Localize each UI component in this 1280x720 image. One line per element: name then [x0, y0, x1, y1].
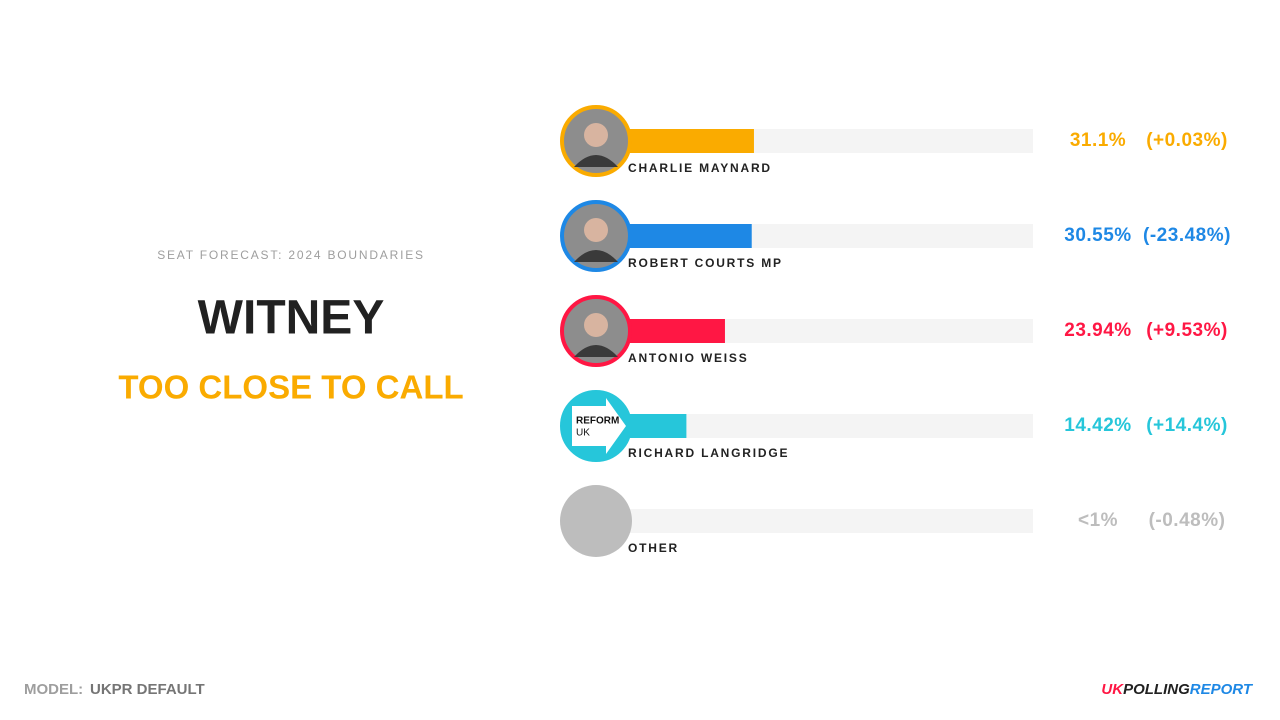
value-label: 31.1%	[1070, 130, 1126, 151]
avatar-head	[584, 218, 608, 242]
brand: UKPOLLINGREPORT	[1101, 681, 1253, 698]
logo-text: UK	[576, 428, 590, 439]
bar	[628, 414, 687, 438]
model-name: UKPR DEFAULT	[90, 681, 205, 698]
bars: CHARLIE MAYNARD 31.1% (+0.03%) ROBERT COURT…	[560, 105, 1231, 557]
brand-uk: UK	[1101, 681, 1124, 698]
avatar-body	[574, 250, 618, 262]
candidate-name: OTHER	[628, 541, 679, 555]
bar	[628, 224, 752, 248]
logo-text: REFORM	[576, 416, 619, 427]
avatar-body	[574, 155, 618, 167]
status: TOO CLOSE TO CALL	[118, 369, 463, 406]
candidate-name: RICHARD LANGRIDGE	[628, 446, 789, 460]
value-label: <1%	[1078, 510, 1118, 531]
candidate-name: CHARLIE MAYNARD	[628, 161, 772, 175]
brand-report: REPORT	[1190, 681, 1254, 698]
bar	[628, 319, 725, 343]
change-label: (+9.53%)	[1146, 320, 1228, 341]
candidate-name: ROBERT COURTS MP	[628, 256, 783, 270]
logo-arrow	[572, 398, 626, 454]
bar-track	[628, 414, 1033, 438]
change-label: (+14.4%)	[1146, 415, 1228, 436]
kicker: SEAT FORECAST: 2024 BOUNDARIES	[157, 248, 425, 262]
model-label: MODEL:	[24, 681, 83, 698]
avatar-body	[574, 345, 618, 357]
value-label: 30.55%	[1064, 225, 1131, 246]
brand-polling: POLLING	[1123, 681, 1190, 698]
change-label: (-0.48%)	[1149, 510, 1226, 531]
bar-track	[628, 509, 1033, 533]
candidate-avatar	[560, 485, 632, 557]
change-label: (+0.03%)	[1146, 130, 1228, 151]
avatar-head	[584, 123, 608, 147]
value-label: 23.94%	[1064, 320, 1131, 341]
value-label: 14.42%	[1064, 415, 1131, 436]
avatar-head	[584, 313, 608, 337]
bar	[628, 129, 754, 153]
seat-name: WITNEY	[198, 292, 385, 345]
candidate-name: ANTONIO WEISS	[628, 351, 749, 365]
change-label: (-23.48%)	[1143, 225, 1231, 246]
